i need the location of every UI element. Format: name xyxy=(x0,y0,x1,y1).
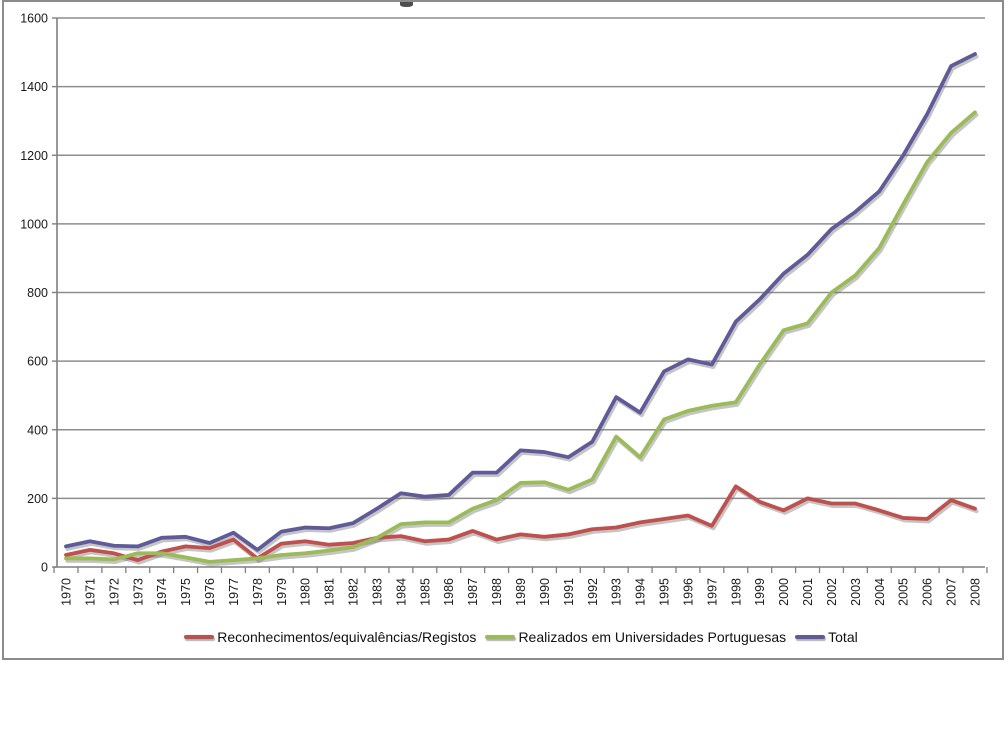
legend-item-reconhecimentos: Reconhecimentos/equivalências/Registos xyxy=(184,629,476,645)
x-axis-label: 1989 xyxy=(514,578,528,606)
series-line-shadow xyxy=(65,112,979,567)
x-axis-label: 1993 xyxy=(610,578,624,606)
legend-label-realizados: Realizados em Universidades Portuguesas xyxy=(518,629,787,645)
x-axis-label: 1976 xyxy=(203,578,217,606)
x-axis-label: 1998 xyxy=(729,578,743,606)
x-axis-label: 1980 xyxy=(299,578,313,606)
legend-marker-red-line xyxy=(184,635,215,639)
x-axis-label: 2007 xyxy=(945,578,959,606)
legend-marker-green-line xyxy=(485,635,516,639)
clipped-title-fragment xyxy=(400,2,413,7)
x-axis-label: 1973 xyxy=(131,578,145,606)
x-axis-label: 1971 xyxy=(83,578,97,606)
y-axis-label: 600 xyxy=(27,355,48,369)
x-axis-label: 1983 xyxy=(370,578,384,606)
x-axis-label: 1977 xyxy=(227,578,241,606)
y-axis-label: 1600 xyxy=(20,12,48,26)
y-axis-label: 800 xyxy=(27,286,48,300)
x-axis-label: 1999 xyxy=(753,578,767,606)
x-axis-label: 1996 xyxy=(681,578,695,606)
series-line-shadow xyxy=(65,54,979,555)
y-axis-label: 0 xyxy=(41,561,48,575)
x-axis-label: 1982 xyxy=(347,578,361,606)
legend-label-reconhecimentos: Reconhecimentos/equivalências/Registos xyxy=(217,629,477,645)
x-axis-label: 2003 xyxy=(849,578,863,606)
x-axis-label: 1987 xyxy=(466,578,480,606)
x-axis-label: 2002 xyxy=(825,578,839,606)
x-axis-label: 2001 xyxy=(801,578,815,606)
x-axis-label: 1979 xyxy=(275,578,289,606)
series-line-reconhecimentos xyxy=(64,484,977,563)
chart-legend: Reconhecimentos/equivalências/Registos R… xyxy=(57,624,985,650)
x-axis-label: 1997 xyxy=(705,578,719,606)
x-axis-label: 1991 xyxy=(562,578,576,606)
x-axis-label: 1974 xyxy=(155,578,169,606)
x-axis-label: 1985 xyxy=(418,578,432,606)
x-axis-label: 2008 xyxy=(968,578,982,606)
x-axis-label: 2004 xyxy=(873,578,887,606)
x-axis-label: 1994 xyxy=(634,578,648,606)
y-axis-label: 400 xyxy=(27,423,48,437)
x-axis-label: 2005 xyxy=(897,578,911,606)
y-axis-label: 200 xyxy=(27,492,48,506)
x-axis-label: 1978 xyxy=(251,578,265,606)
legend-marker-purple-line xyxy=(795,635,826,639)
series-line-total xyxy=(64,52,977,552)
x-axis-label: 2000 xyxy=(777,578,791,606)
x-axis-label: 2006 xyxy=(921,578,935,606)
x-axis-label: 1986 xyxy=(442,578,456,606)
legend-item-realizados: Realizados em Universidades Portuguesas xyxy=(485,629,786,645)
legend-item-total: Total xyxy=(795,629,858,645)
series-line-shadow xyxy=(65,486,979,565)
y-axis-label: 1400 xyxy=(20,80,48,94)
legend-label-total: Total xyxy=(828,629,858,645)
series-line-realizados xyxy=(64,110,977,564)
x-axis-label: 1972 xyxy=(107,578,121,606)
x-axis-label: 1995 xyxy=(658,578,672,606)
x-axis-label: 1981 xyxy=(323,578,337,606)
x-axis-label: 1970 xyxy=(60,578,74,606)
x-axis-label: 1975 xyxy=(179,578,193,606)
x-axis-label: 1988 xyxy=(490,578,504,606)
x-axis-label: 1992 xyxy=(586,578,600,606)
x-axis-label: 1990 xyxy=(538,578,552,606)
y-axis-label: 1200 xyxy=(20,149,48,163)
x-axis-label: 1984 xyxy=(394,578,408,606)
y-axis-label: 1000 xyxy=(20,217,48,231)
